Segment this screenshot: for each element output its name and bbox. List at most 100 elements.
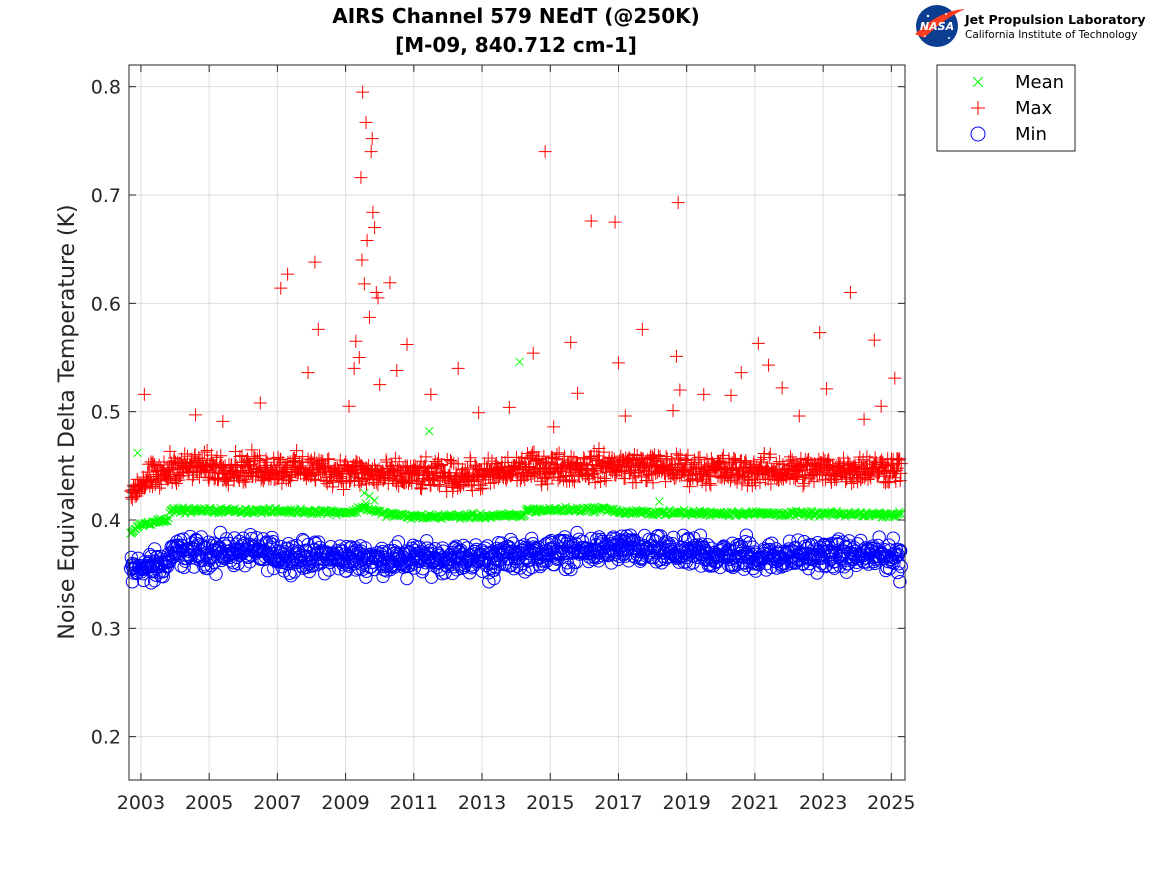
max-point-outlier	[189, 408, 203, 422]
max-point	[727, 452, 741, 466]
max-point	[369, 463, 383, 477]
max-point-outlier	[608, 215, 622, 229]
max-point	[320, 477, 334, 491]
max-point	[206, 464, 220, 478]
max-point	[260, 455, 274, 469]
max-point	[788, 472, 802, 486]
legend: Mean Max Min	[936, 64, 1076, 152]
max-point	[519, 457, 533, 471]
max-point	[255, 470, 269, 484]
max-point	[463, 451, 477, 465]
min-point	[518, 565, 532, 579]
max-point-outlier	[697, 387, 711, 401]
max-point	[704, 478, 718, 492]
max-point	[442, 469, 456, 483]
min-point	[839, 565, 854, 579]
max-point-outlier	[347, 361, 361, 375]
grid	[129, 65, 905, 780]
max-point	[483, 476, 497, 490]
max-point	[871, 467, 885, 481]
max-point	[337, 483, 351, 496]
max-point	[784, 450, 798, 464]
max-point	[197, 445, 211, 459]
max-point	[154, 477, 168, 491]
max-point	[500, 470, 514, 484]
max-point	[552, 446, 566, 460]
max-point	[321, 453, 335, 467]
max-point	[204, 448, 218, 462]
max-point	[465, 484, 479, 498]
mean-point	[523, 506, 533, 516]
max-point	[640, 474, 654, 488]
max-point-outlier	[775, 381, 789, 395]
max-point	[271, 450, 285, 464]
max-point-outlier	[137, 387, 151, 401]
max-point	[621, 458, 635, 472]
max-point	[163, 444, 177, 458]
min-point	[681, 531, 695, 546]
min-point	[893, 544, 908, 558]
min-point	[319, 545, 334, 559]
max-point	[597, 445, 611, 459]
max-point-outlier	[547, 420, 561, 434]
max-point	[742, 473, 756, 487]
max-point	[703, 466, 717, 480]
max-point	[717, 471, 731, 485]
max-point	[714, 454, 728, 468]
min-point	[842, 534, 856, 548]
max-point	[648, 448, 662, 462]
max-point	[355, 474, 369, 488]
y-tick-label: 0.8	[91, 77, 121, 99]
min-point	[820, 544, 835, 559]
max-point-outlier	[666, 404, 680, 418]
max-point-outlier	[611, 356, 625, 370]
max-point-outlier	[352, 351, 366, 364]
max-point	[597, 471, 611, 485]
max-point	[453, 480, 467, 494]
max-point-outlier	[216, 414, 230, 428]
max-point-outlier	[857, 412, 871, 426]
x-tick-label: 2015	[526, 792, 574, 814]
max-point	[272, 471, 286, 485]
max-point-outlier	[365, 132, 379, 146]
max-point-outlier	[368, 221, 382, 234]
max-point	[245, 443, 259, 457]
max-point	[417, 459, 431, 473]
mean-point	[896, 509, 906, 519]
max-point	[195, 452, 209, 466]
min-point	[701, 538, 715, 552]
data-layer	[124, 85, 908, 590]
max-point-outlier	[762, 358, 776, 372]
mean-point	[164, 513, 173, 523]
y-tick-label: 0.5	[91, 402, 121, 424]
max-point	[414, 481, 428, 495]
max-point-outlier	[538, 145, 552, 159]
min-point	[149, 568, 163, 582]
legend-box	[936, 64, 1076, 152]
max-point	[745, 479, 759, 493]
max-point-outlier	[359, 115, 373, 129]
y-tick-label: 0.6	[91, 293, 121, 315]
max-point	[550, 447, 564, 461]
max-point-outlier	[813, 326, 827, 340]
max-point	[375, 464, 389, 478]
mean-point	[893, 509, 903, 519]
logo-subtitle: California Institute of Technology	[965, 29, 1137, 41]
legend-label-mean: Mean	[1015, 72, 1064, 93]
chart-title: AIRS Channel 579 NEdT (@250K)	[332, 4, 700, 28]
max-point	[588, 476, 602, 490]
max-point-outlier	[526, 346, 540, 360]
max-point	[882, 475, 896, 489]
min-point-outlier	[125, 575, 140, 589]
max-point-outlier	[355, 253, 369, 267]
max-point	[522, 459, 536, 473]
max-point	[423, 479, 437, 493]
max-point	[796, 470, 810, 484]
min-point	[177, 560, 191, 574]
max-point	[602, 451, 616, 465]
max-point-outlier	[451, 361, 465, 375]
x-tick-label: 2005	[185, 792, 233, 814]
max-point	[162, 463, 176, 477]
max-point	[796, 479, 810, 493]
